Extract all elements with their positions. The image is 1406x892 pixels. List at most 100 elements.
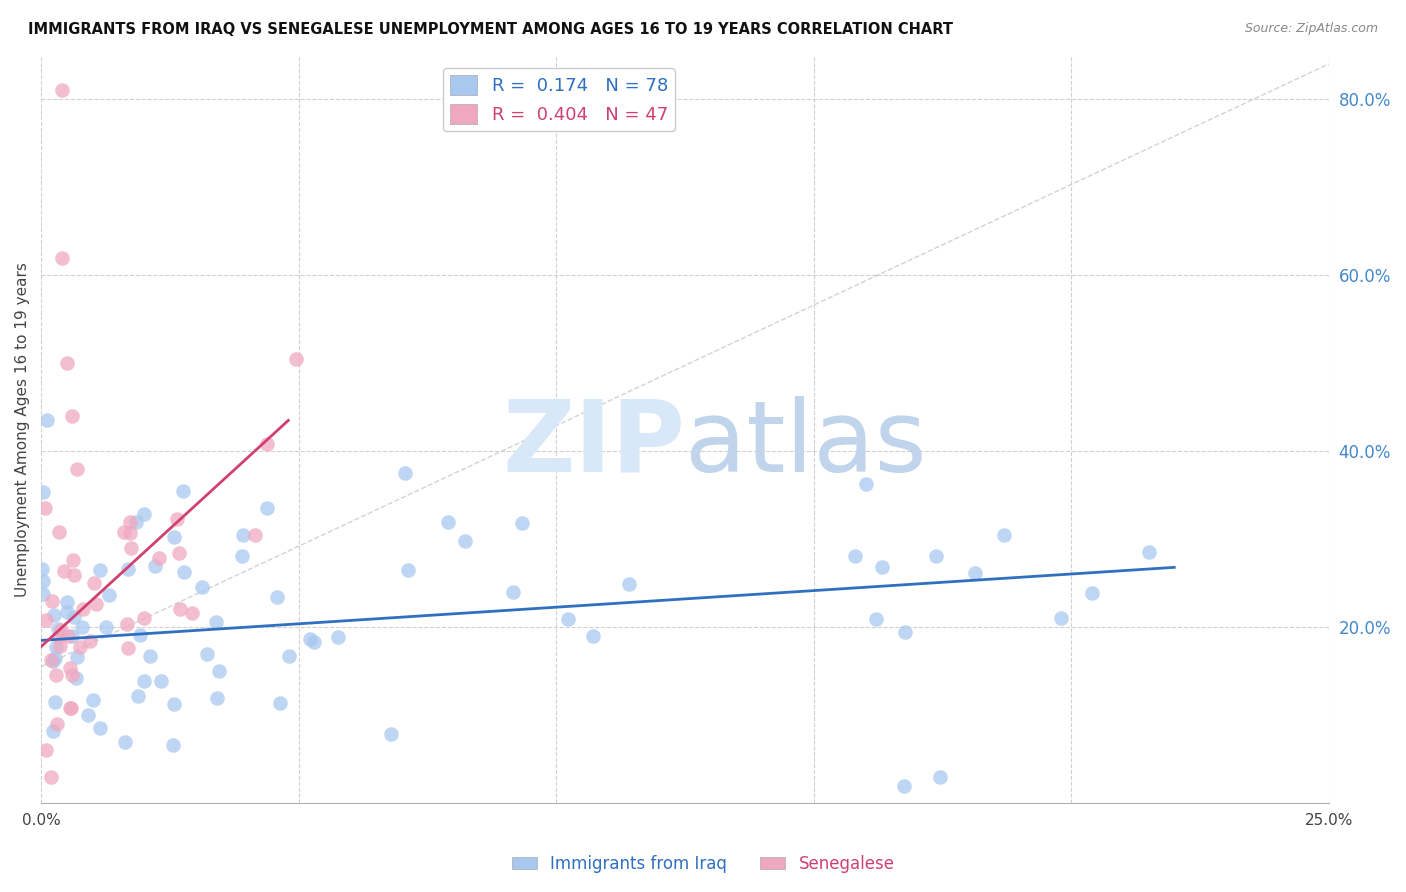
Point — [163, 698, 186, 712]
Point — [32, 484, 55, 499]
Point — [266, 590, 288, 604]
Point — [60, 630, 83, 644]
Point — [41, 594, 63, 608]
Point — [502, 584, 524, 599]
Point — [114, 734, 136, 748]
Point — [582, 629, 605, 643]
Point — [89, 563, 111, 577]
Point — [865, 612, 887, 626]
Point — [62, 609, 84, 624]
Point — [870, 560, 893, 574]
Point — [231, 549, 253, 564]
Point — [172, 483, 194, 498]
Point — [844, 549, 866, 563]
Point — [117, 562, 139, 576]
Point — [51, 251, 73, 265]
Point — [56, 605, 79, 619]
Legend: R =  0.174   N = 78, R =  0.404   N = 47: R = 0.174 N = 78, R = 0.404 N = 47 — [443, 68, 675, 131]
Point — [205, 615, 228, 630]
Point — [180, 606, 202, 620]
Text: ZIP: ZIP — [502, 396, 685, 492]
Point — [52, 565, 75, 579]
Point — [96, 620, 118, 634]
Legend: Immigrants from Iraq, Senegalese: Immigrants from Iraq, Senegalese — [505, 848, 901, 880]
Point — [993, 528, 1015, 542]
Point — [208, 664, 231, 678]
Point — [437, 515, 460, 529]
Point — [49, 640, 72, 654]
Point — [55, 595, 77, 609]
Point — [42, 724, 65, 739]
Point — [35, 743, 58, 757]
Point — [49, 623, 72, 637]
Point — [48, 629, 70, 643]
Point — [118, 526, 141, 541]
Point — [510, 516, 533, 530]
Point — [167, 545, 190, 559]
Point — [65, 671, 87, 685]
Point — [77, 708, 100, 723]
Point — [134, 611, 156, 625]
Point — [191, 580, 214, 594]
Point — [117, 640, 139, 655]
Point — [82, 693, 104, 707]
Point — [62, 553, 84, 567]
Point — [59, 661, 82, 675]
Point — [56, 629, 79, 643]
Point — [173, 565, 195, 579]
Point — [35, 413, 58, 427]
Point — [31, 587, 53, 601]
Point — [32, 574, 55, 589]
Point — [925, 549, 948, 563]
Point — [148, 551, 170, 566]
Point — [45, 668, 67, 682]
Point — [1137, 545, 1160, 559]
Point — [60, 409, 83, 423]
Point — [41, 770, 63, 784]
Point — [285, 351, 308, 366]
Point — [963, 566, 986, 580]
Point — [128, 628, 150, 642]
Point — [166, 512, 188, 526]
Point — [66, 462, 89, 476]
Point — [299, 632, 322, 646]
Point — [112, 524, 135, 539]
Point — [44, 608, 66, 623]
Point — [45, 640, 67, 654]
Point — [139, 649, 162, 664]
Point — [44, 650, 66, 665]
Point — [380, 727, 402, 741]
Point — [557, 611, 579, 625]
Point — [62, 567, 84, 582]
Point — [302, 635, 325, 649]
Point — [44, 695, 66, 709]
Point — [256, 501, 278, 516]
Point — [66, 650, 89, 665]
Point — [72, 620, 94, 634]
Point — [617, 577, 640, 591]
Point — [51, 83, 73, 97]
Point — [56, 356, 79, 370]
Point — [269, 697, 291, 711]
Point — [35, 613, 58, 627]
Point — [394, 466, 416, 480]
Text: Source: ZipAtlas.com: Source: ZipAtlas.com — [1244, 22, 1378, 36]
Point — [46, 622, 69, 636]
Point — [125, 515, 148, 529]
Y-axis label: Unemployment Among Ages 16 to 19 years: Unemployment Among Ages 16 to 19 years — [15, 261, 30, 597]
Point — [39, 653, 62, 667]
Point — [120, 541, 142, 555]
Point — [72, 602, 94, 616]
Point — [243, 528, 266, 542]
Point — [134, 508, 156, 522]
Point — [79, 633, 101, 648]
Point — [169, 602, 191, 616]
Point — [149, 673, 172, 688]
Point — [893, 779, 915, 793]
Point — [162, 738, 184, 752]
Point — [69, 640, 91, 654]
Point — [396, 563, 419, 577]
Point — [127, 689, 149, 703]
Point — [232, 528, 254, 542]
Text: atlas: atlas — [685, 396, 927, 492]
